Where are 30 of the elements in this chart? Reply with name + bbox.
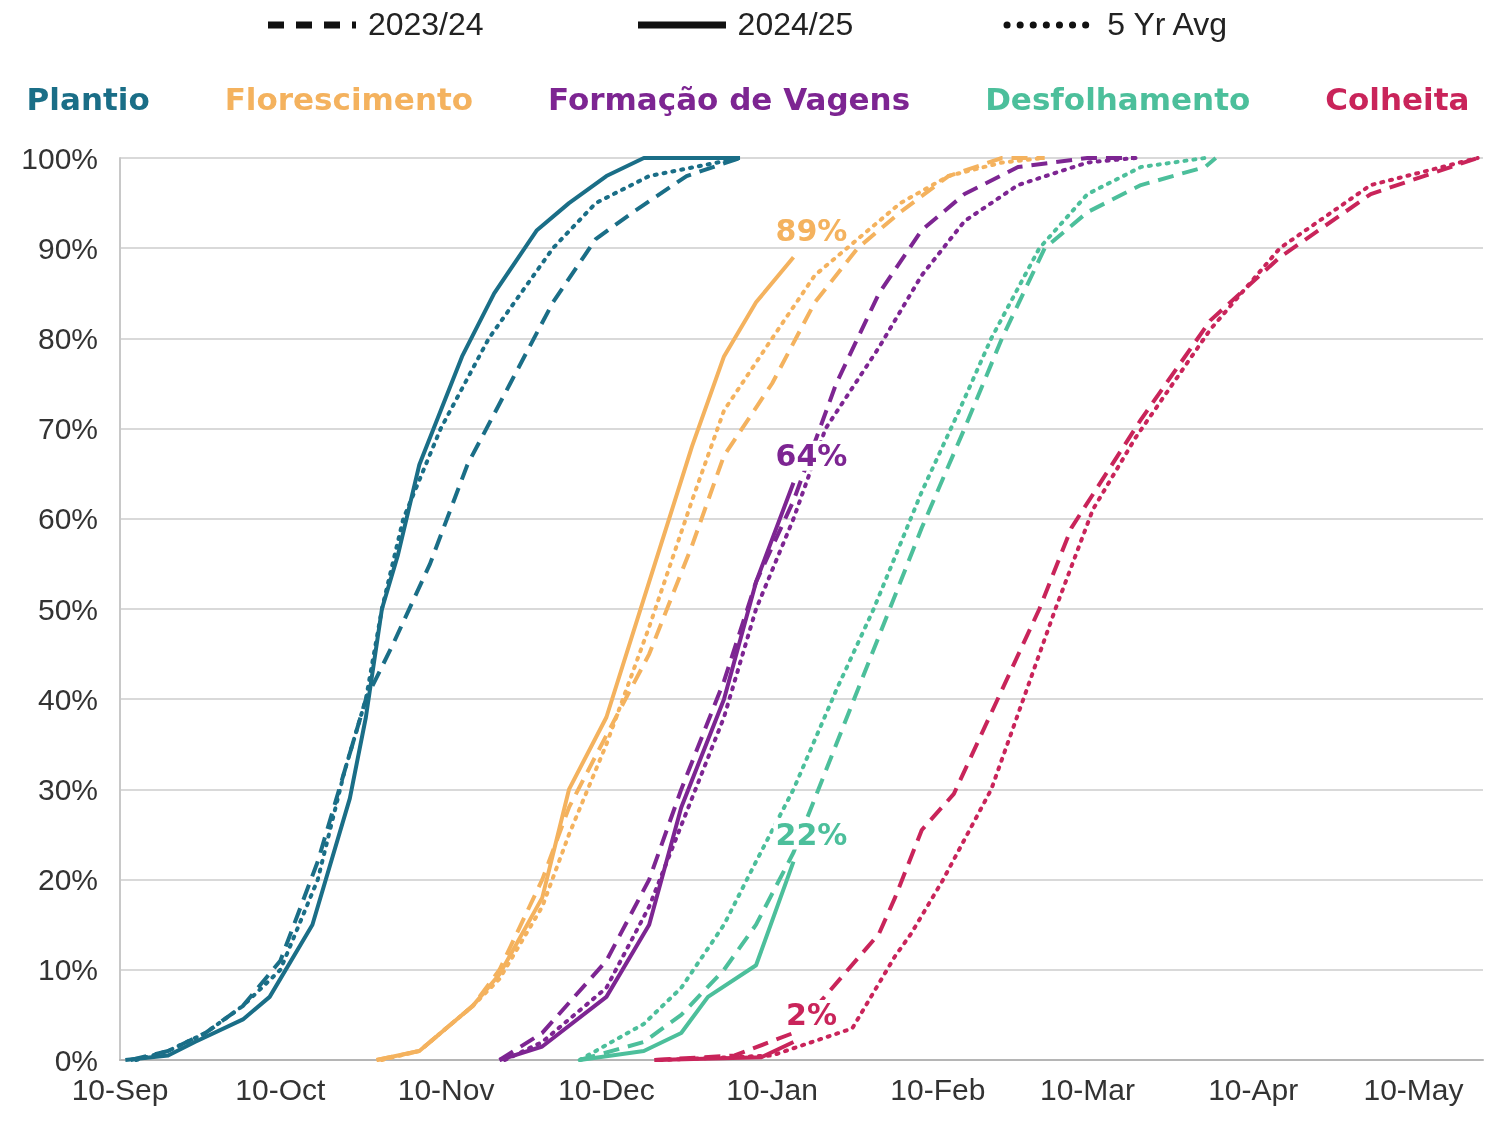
y-tick-label: 10% (37, 953, 98, 987)
x-tick-label: 10-Jan (726, 1072, 818, 1106)
x-tick-label: 10-Oct (235, 1072, 327, 1106)
y-tick-label: 30% (37, 772, 98, 806)
x-tick-label: 10-Dec (558, 1072, 655, 1106)
data-label: 22% (775, 817, 848, 853)
series-label: Desfolhamento (985, 80, 1251, 117)
y-tick-label: 100% (21, 141, 98, 175)
y-tick-label: 40% (37, 682, 98, 716)
y-tick-label: 60% (37, 502, 98, 536)
text: 2024/25 (737, 6, 854, 43)
y-tick-label: 80% (37, 321, 98, 355)
y-tick-label: 50% (37, 592, 98, 626)
y-tick-label: 70% (37, 412, 98, 446)
text: Florescimento (224, 80, 474, 117)
y-tick-label: 20% (37, 863, 98, 897)
x-tick-label: 10-Feb (890, 1072, 986, 1106)
text: Plantio (26, 80, 150, 117)
data-label: 2% (786, 997, 837, 1033)
y-tick-label: 90% (37, 231, 98, 265)
x-tick-label: 10-Mar (1039, 1072, 1135, 1106)
x-tick-label: 10-Nov (397, 1072, 495, 1106)
data-label: 64% (775, 438, 848, 474)
series-label: Colheita (1325, 80, 1470, 117)
x-tick-label: 10-Apr (1208, 1072, 1299, 1106)
text: Formação de Vagens (548, 80, 911, 117)
x-tick-label: 10-May (1363, 1072, 1464, 1106)
text: 2023/24 (367, 6, 484, 43)
text: 5 Yr Avg (1107, 6, 1228, 43)
data-label: 89% (775, 212, 848, 248)
